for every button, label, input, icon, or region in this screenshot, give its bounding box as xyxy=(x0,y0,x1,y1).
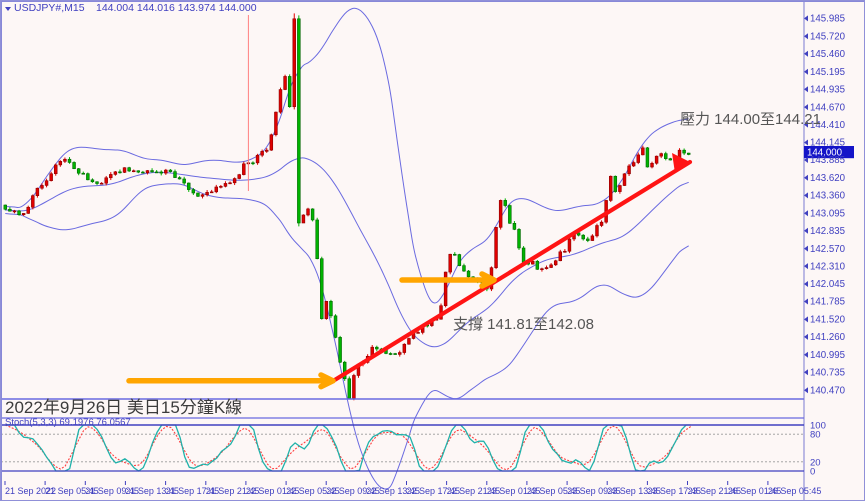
svg-text:141.260: 141.260 xyxy=(810,332,846,343)
svg-text:0: 0 xyxy=(810,467,815,478)
svg-text:145.195: 145.195 xyxy=(810,67,845,78)
svg-text:142.570: 142.570 xyxy=(810,244,846,255)
svg-text:支撐 141.81至142.08: 支撐 141.81至142.08 xyxy=(453,316,594,333)
svg-text:144.935: 144.935 xyxy=(810,84,845,95)
svg-text:USDJPY#,M15: USDJPY#,M15 xyxy=(14,2,85,14)
svg-text:143.360: 143.360 xyxy=(810,191,846,202)
svg-text:140.470: 140.470 xyxy=(810,385,846,396)
svg-text:壓力 144.00至144.21: 壓力 144.00至144.21 xyxy=(680,111,821,128)
svg-text:144.004 144.016 143.974 144.00: 144.004 144.016 143.974 144.000 xyxy=(96,2,257,14)
svg-text:143.620: 143.620 xyxy=(810,173,846,184)
svg-text:145.460: 145.460 xyxy=(810,49,846,60)
svg-text:140.995: 140.995 xyxy=(810,350,845,361)
svg-text:26 Sep 05:45: 26 Sep 05:45 xyxy=(768,486,822,496)
svg-text:142.045: 142.045 xyxy=(810,279,845,290)
svg-text:141.520: 141.520 xyxy=(810,315,846,326)
svg-text:143.095: 143.095 xyxy=(810,208,845,219)
svg-text:141.785: 141.785 xyxy=(810,297,845,308)
svg-text:142.310: 142.310 xyxy=(810,261,846,272)
svg-text:Stoch(5,3,3) 69.1976 76.0567: Stoch(5,3,3) 69.1976 76.0567 xyxy=(5,417,131,428)
svg-text:140.735: 140.735 xyxy=(810,368,845,379)
svg-text:145.985: 145.985 xyxy=(810,14,845,25)
svg-text:145.720: 145.720 xyxy=(810,32,846,43)
svg-text:143.885: 143.885 xyxy=(810,155,845,166)
svg-text:2022年9月26日 美日15分鐘K線: 2022年9月26日 美日15分鐘K線 xyxy=(5,398,242,417)
svg-text:80: 80 xyxy=(810,430,821,441)
svg-text:142.835: 142.835 xyxy=(810,226,845,237)
